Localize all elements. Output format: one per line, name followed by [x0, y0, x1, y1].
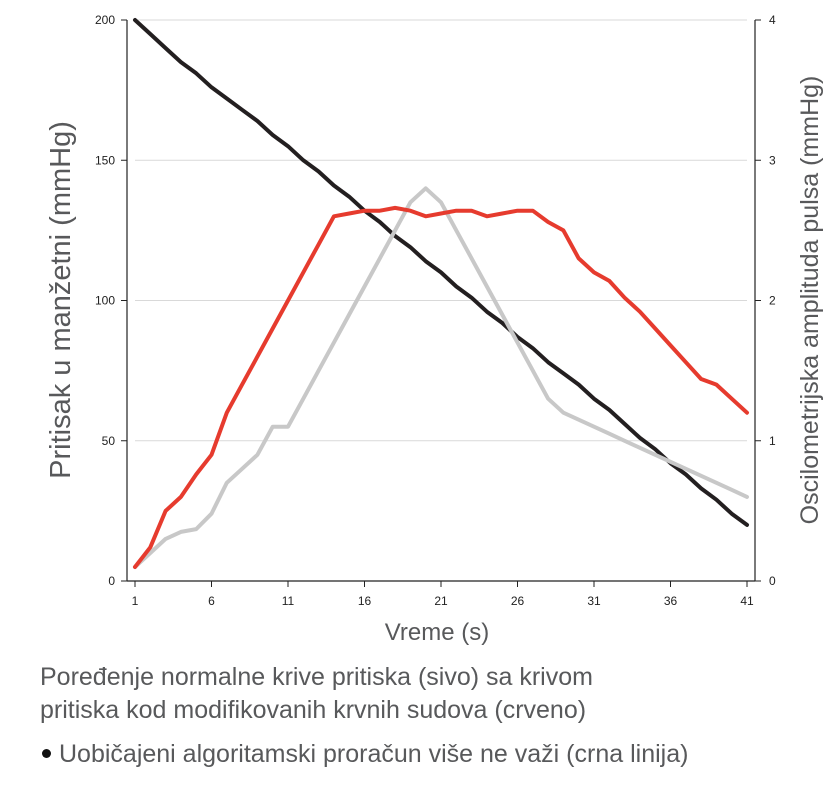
x-tick-label: 6	[208, 594, 215, 608]
x-tick-label: 16	[358, 594, 372, 608]
y-right-tick-label: 2	[769, 294, 776, 308]
series-line-3	[133, 205, 749, 569]
x-tick-label: 11	[282, 594, 295, 608]
y-right-tick-label: 3	[769, 153, 776, 167]
y-left-tick-label: 50	[102, 434, 116, 448]
x-axis-label: Vreme (s)	[385, 619, 489, 646]
caption-line-2: pritiska kod modifikovanih krvnih sudova…	[40, 696, 587, 724]
bullet-icon	[42, 748, 51, 758]
caption-line-1: Poređenje normalne krive pritiska (sivo)…	[40, 663, 593, 691]
y-left-tick-label: 150	[95, 153, 115, 167]
y-left-tick-label: 200	[95, 13, 115, 27]
series-line-2	[133, 186, 749, 569]
y-left-tick-label: 0	[108, 574, 115, 588]
caption-bullet-text: Uobičajeni algoritamski proračun više ne…	[59, 740, 689, 768]
y-right-tick-label: 4	[769, 13, 776, 27]
x-tick-label: 1	[132, 594, 139, 608]
x-tick-label: 41	[740, 594, 754, 608]
grid-lines	[135, 19, 747, 442]
caption-bullet: Uobičajeni algoritamski proračun više ne…	[40, 738, 820, 771]
y-right-tick-label: 0	[769, 574, 776, 588]
y-left-tick-label: 100	[95, 294, 115, 308]
axes	[121, 19, 761, 587]
x-tick-label: 21	[434, 594, 448, 608]
series-lines	[133, 18, 749, 569]
chart-caption: Poređenje normalne krive pritiska (sivo)…	[40, 661, 810, 727]
x-tick-label: 26	[511, 594, 525, 608]
y-axis-right-label: Oscilometrijska amplituda pulsa (mmHg)	[796, 76, 824, 525]
y-right-tick-label: 1	[769, 434, 776, 448]
x-tick-label: 36	[664, 594, 678, 608]
series-line-1	[133, 18, 749, 527]
x-tick-label: 31	[587, 594, 601, 608]
y-axis-left-label: Pritisak u manžetni (mmHg)	[45, 121, 77, 479]
